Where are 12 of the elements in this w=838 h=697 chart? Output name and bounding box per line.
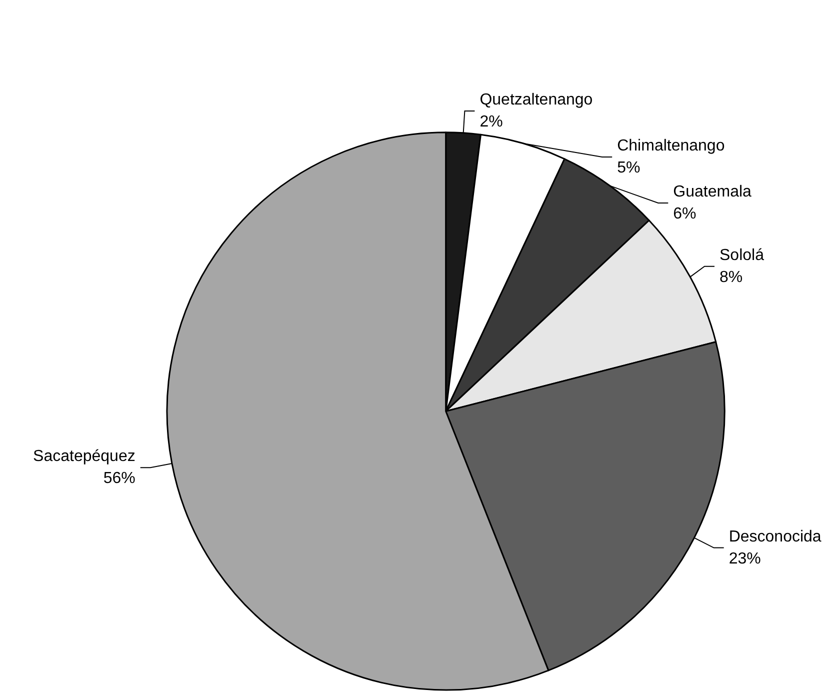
data-label: 5% bbox=[617, 160, 640, 177]
data-label: 56% bbox=[103, 470, 136, 488]
slice-label: Chimaltenango bbox=[617, 138, 725, 155]
data-label: 8% bbox=[720, 268, 743, 286]
slice-label: Quetzaltenango bbox=[480, 92, 593, 109]
data-label: 6% bbox=[673, 206, 696, 223]
data-label: 2% bbox=[480, 114, 503, 131]
slice-label: Sololá bbox=[720, 246, 764, 264]
slice-label: Guatemala bbox=[673, 184, 752, 201]
data-label: 23% bbox=[728, 550, 761, 568]
slice-label: Sacatepéquez bbox=[33, 448, 136, 466]
slice-label: Desconocida bbox=[728, 528, 822, 546]
